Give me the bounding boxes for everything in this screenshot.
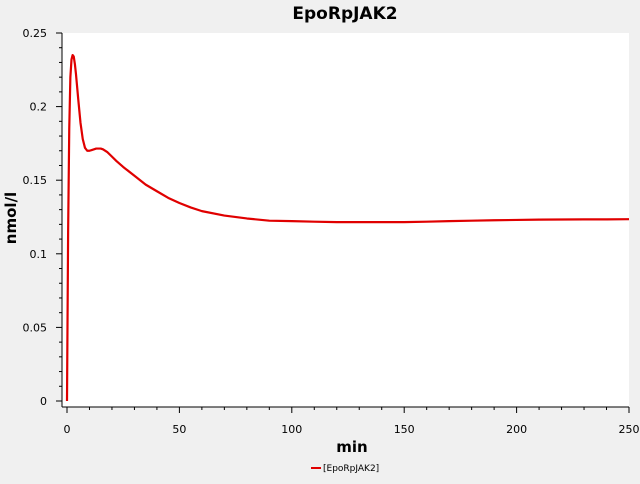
y-axis-label: nmol/l	[2, 192, 20, 244]
x-tick-label: 250	[619, 423, 640, 436]
y-tick-label: 0.1	[30, 248, 48, 261]
y-tick-label: 0.15	[23, 174, 48, 187]
y-tick-label: 0.25	[23, 27, 48, 40]
x-tick-label: 50	[172, 423, 186, 436]
x-tick-label: 150	[394, 423, 415, 436]
y-tick-label: 0.05	[23, 321, 48, 334]
legend: [EpoRpJAK2]	[311, 464, 379, 474]
x-axis-label: min	[336, 438, 367, 456]
x-tick-label: 200	[506, 423, 527, 436]
legend-label: [EpoRpJAK2]	[323, 464, 379, 474]
x-tick-label: 100	[281, 423, 302, 436]
axes: 0 0.05 0.1 0.15 0.2 0.25 0 50 100 150 200 250	[23, 27, 640, 436]
x-tick-label: 0	[64, 423, 71, 436]
series-line	[65, 53, 630, 402]
y-tick-label: 0.2	[30, 101, 48, 114]
series-layer	[65, 53, 630, 402]
chart-title: EpoRpJAK2	[292, 4, 397, 24]
y-tick-label: 0	[40, 395, 47, 408]
